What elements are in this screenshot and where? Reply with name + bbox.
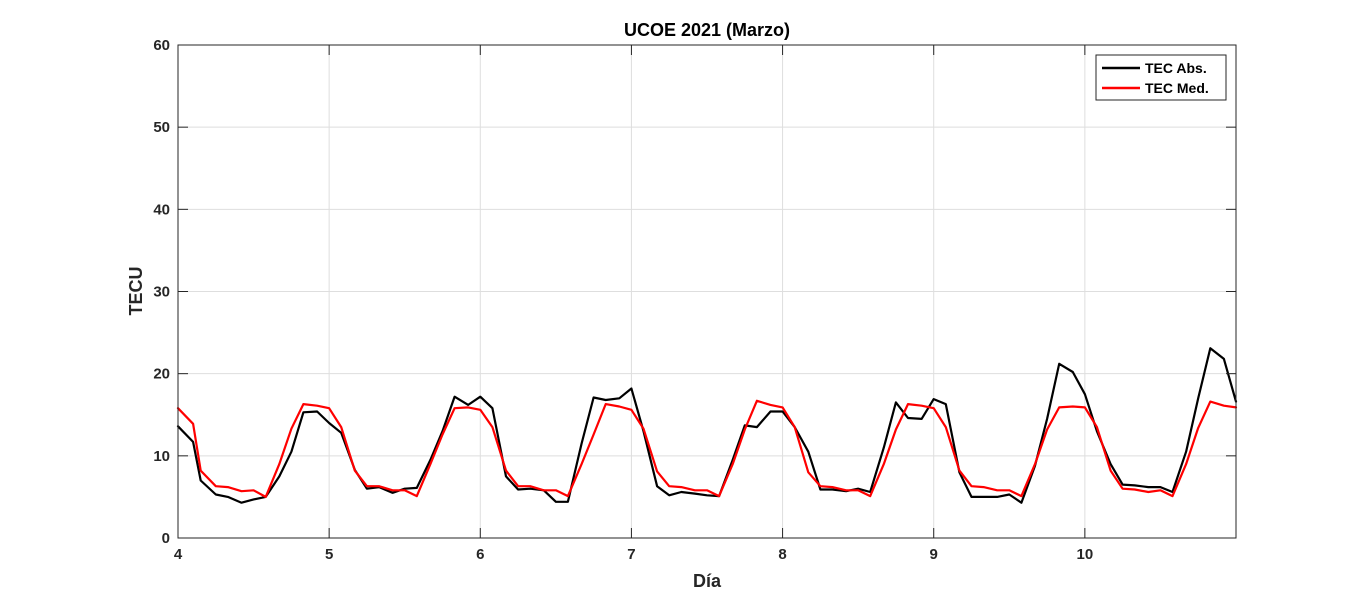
x-tick-label: 10 xyxy=(1077,546,1094,563)
legend-label-tec-med: TEC Med. xyxy=(1145,80,1209,96)
series-lines xyxy=(176,347,1238,504)
x-tick-labels: 4 5 6 7 8 9 10 xyxy=(174,546,1093,563)
x-tick-label: 5 xyxy=(325,546,333,563)
x-tick-label: 8 xyxy=(778,546,786,563)
y-tick-labels: 0 10 20 30 40 50 60 xyxy=(153,37,170,547)
y-tick-label: 20 xyxy=(153,366,170,383)
axis-ticks xyxy=(177,44,1236,539)
y-tick-label: 50 xyxy=(153,119,170,136)
legend-label-tec-abs: TEC Abs. xyxy=(1145,60,1207,76)
y-tick-label: 60 xyxy=(153,37,170,54)
chart-title: UCOE 2021 (Marzo) xyxy=(624,20,790,40)
x-tick-label: 4 xyxy=(174,546,183,563)
y-axis-label: TECU xyxy=(126,267,146,316)
x-axis-label: Día xyxy=(693,571,722,591)
grid-lines xyxy=(178,45,1236,538)
x-tick-label: 7 xyxy=(627,546,635,563)
legend-box xyxy=(1095,54,1227,101)
y-tick-label: 0 xyxy=(162,530,170,547)
legend: TEC Abs. TEC Med. xyxy=(1095,54,1227,101)
x-tick-label: 9 xyxy=(930,546,938,563)
y-tick-label: 30 xyxy=(153,284,170,301)
series-line-tec-med xyxy=(176,399,1238,498)
x-tick-label: 6 xyxy=(476,546,484,563)
y-tick-label: 10 xyxy=(153,448,170,465)
y-tick-label: 40 xyxy=(153,201,170,218)
